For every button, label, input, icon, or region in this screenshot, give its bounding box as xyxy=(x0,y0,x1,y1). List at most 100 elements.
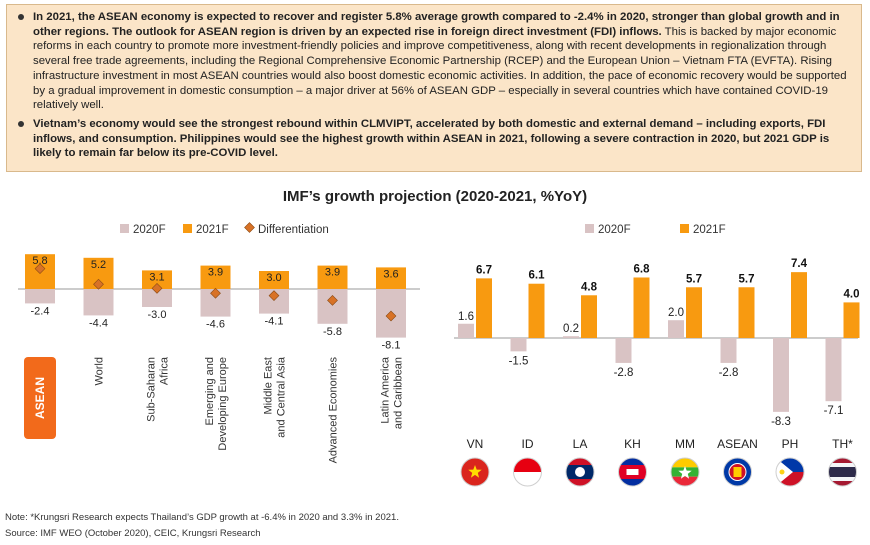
bar-2020f-TH* xyxy=(825,338,842,402)
legend-swatch-right-0 xyxy=(585,224,594,233)
label-2021f-PH: 7.4 xyxy=(791,258,808,270)
label-2020f-KH: -2.8 xyxy=(614,367,634,379)
category-label-4-1: and Central Asia xyxy=(276,356,288,438)
label-2020f-PH: -8.3 xyxy=(771,416,791,428)
category-label-6-1: and Caribbean xyxy=(393,357,405,429)
label-2021f-3: 3.9 xyxy=(208,267,223,279)
category-label-6-0: Latin America xyxy=(380,356,392,424)
regional-growth-chart: 2020F 2021F Differentiation 5.8 -2.4 ASEAN 5.2… xyxy=(18,222,420,464)
marker-differentiation-2 xyxy=(151,283,163,294)
summary-bullet-1: In 2021, the ASEAN economy is expected t… xyxy=(17,10,853,113)
country-label-LA: LA xyxy=(573,437,588,451)
label-2021f-1: 5.2 xyxy=(91,259,106,271)
category-label-4-0: Middle East xyxy=(263,357,275,414)
marker-differentiation-1 xyxy=(93,278,104,290)
legend-label-2: Differentiation xyxy=(258,224,329,236)
legend-label-1: 2021F xyxy=(196,224,229,236)
marker-differentiation-3 xyxy=(210,287,221,299)
marker-differentiation-0 xyxy=(34,263,46,274)
category-label-1-0: World xyxy=(94,357,106,386)
bullet-2-bold: Vietnam’s economy would see the stronges… xyxy=(33,117,830,160)
label-2021f-VN: 6.7 xyxy=(476,264,492,276)
label-2020f-5: -5.8 xyxy=(323,326,342,338)
vietnam-flag-icon xyxy=(460,457,490,487)
marker-differentiation-4 xyxy=(268,290,280,301)
bar-2021f-VN xyxy=(476,278,492,338)
label-2021f-MM: 5.7 xyxy=(686,273,702,285)
marker-differentiation-5 xyxy=(327,295,338,306)
marker-differentiation-6 xyxy=(385,310,397,322)
bar-2021f-4 xyxy=(259,271,289,289)
label-2020f-TH*: -7.1 xyxy=(824,405,844,417)
bar-2021f-MM xyxy=(686,287,702,338)
country-label-KH: KH xyxy=(624,437,641,451)
bar-2021f-TH* xyxy=(843,302,860,338)
country-label-VN: VN xyxy=(467,437,484,451)
bar-2020f-LA xyxy=(563,336,579,338)
bar-2021f-KH xyxy=(633,277,650,338)
asean-flag-icon xyxy=(723,457,752,487)
category-label-0: ASEAN xyxy=(33,377,47,419)
country-label-PH: PH xyxy=(782,437,799,451)
label-2020f-LA: 0.2 xyxy=(563,323,579,335)
thailand-flag-icon xyxy=(828,457,857,487)
asean-country-growth-chart: 2020F 2021F 1.6 6.7 VN -1.5 6.1 ID 0.2 4.8 LA -2.8 6… xyxy=(454,224,860,487)
myanmar-flag-icon xyxy=(670,457,700,487)
label-2021f-TH*: 4.0 xyxy=(844,288,860,300)
label-2020f-6: -8.1 xyxy=(382,340,401,352)
label-2021f-4: 3.0 xyxy=(266,272,281,284)
legend-swatch-1 xyxy=(183,224,192,233)
label-2020f-3: -4.6 xyxy=(206,319,225,331)
label-2020f-1: -4.4 xyxy=(89,317,108,329)
bar-2021f-5 xyxy=(317,265,348,289)
bar-2020f-0 xyxy=(25,289,55,304)
bar-2020f-VN xyxy=(458,323,474,338)
legend-swatch-right-1 xyxy=(680,224,689,233)
bar-2021f-LA xyxy=(581,295,597,338)
label-2020f-2: -3.0 xyxy=(148,309,167,321)
cambodia-flag-icon xyxy=(618,457,647,487)
label-2020f-ID: -1.5 xyxy=(509,355,529,367)
laos-flag-icon xyxy=(565,457,595,487)
footnote-note: Note: *Krungsri Research expects Thailan… xyxy=(5,512,399,523)
bar-2021f-3 xyxy=(200,265,231,289)
footnote-source: Source: IMF WEO (October 2020), CEIC, Kr… xyxy=(5,528,261,539)
label-2020f-MM: 2.0 xyxy=(668,307,684,319)
label-2020f-4: -4.1 xyxy=(265,316,284,328)
category-label-2-0: Sub-Saharan xyxy=(146,357,158,422)
category-label-3-0: Emerging and xyxy=(204,357,216,426)
bullet-1-bold: In 2021, the ASEAN economy is expected t… xyxy=(33,11,840,38)
bar-2020f-5 xyxy=(317,289,348,324)
label-2021f-LA: 4.8 xyxy=(581,281,598,293)
legend-label-0: 2020F xyxy=(133,224,166,236)
label-2021f-2: 3.1 xyxy=(149,271,164,283)
bar-2020f-1 xyxy=(83,289,114,316)
summary-panel: In 2021, the ASEAN economy is expected t… xyxy=(6,4,862,172)
category-label-3-1: Developing Europe xyxy=(217,357,229,451)
chart-title: IMF’s growth projection (2020-2021, %YoY… xyxy=(282,188,588,205)
legend-swatch-2 xyxy=(244,222,255,233)
bar-2021f-ASEAN xyxy=(738,287,755,338)
label-2021f-0: 5.8 xyxy=(32,255,47,267)
bar-2020f-ID xyxy=(510,338,527,352)
asean-badge xyxy=(24,357,56,439)
country-label-ID: ID xyxy=(522,437,534,451)
category-label-5-0: Advanced Economies xyxy=(328,357,340,464)
philippines-flag-icon xyxy=(775,457,805,487)
label-2020f-ASEAN: -2.8 xyxy=(719,367,739,379)
bar-2021f-PH xyxy=(791,272,807,338)
label-2021f-6: 3.6 xyxy=(383,268,398,280)
bar-2020f-2 xyxy=(142,289,172,307)
country-label-ASEAN: ASEAN xyxy=(717,437,758,451)
bar-2020f-MM xyxy=(668,320,684,338)
bar-2020f-ASEAN xyxy=(720,338,737,363)
bar-2021f-6 xyxy=(376,267,406,289)
legend-label-right-1: 2021F xyxy=(693,224,726,236)
bar-2020f-KH xyxy=(615,338,632,363)
label-2020f-0: -2.4 xyxy=(31,305,50,317)
label-2021f-ID: 6.1 xyxy=(529,270,546,282)
label-2021f-5: 3.9 xyxy=(325,267,340,279)
label-2021f-KH: 6.8 xyxy=(634,263,651,275)
legend-label-right-0: 2020F xyxy=(598,224,631,236)
category-label-2-1: Africa xyxy=(159,356,171,385)
